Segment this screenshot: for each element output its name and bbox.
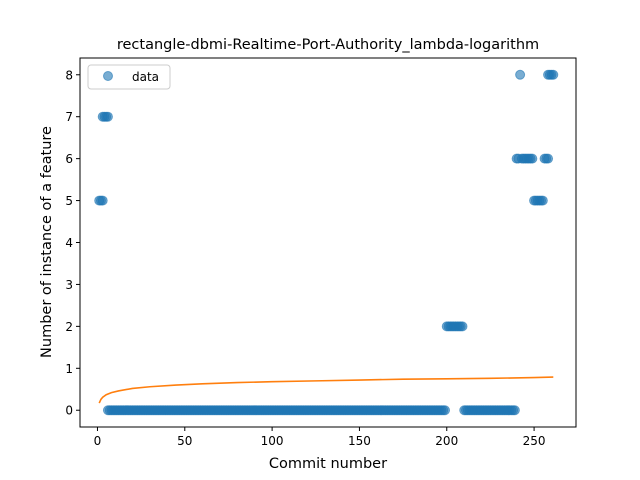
data-point	[527, 153, 538, 164]
x-tick-label: 200	[435, 434, 458, 448]
chart-title: rectangle-dbmi-Realtime-Port-Authority_l…	[117, 37, 539, 53]
y-tick-label: 1	[65, 362, 73, 376]
x-tick-label: 0	[94, 434, 102, 448]
data-point	[509, 405, 520, 416]
x-tick-label: 50	[177, 434, 192, 448]
data-point	[97, 195, 108, 206]
y-tick-label: 0	[65, 404, 73, 418]
y-tick-label: 6	[65, 152, 73, 166]
legend-label-data: data	[132, 70, 159, 84]
data-point	[440, 405, 451, 416]
x-tick-label: 100	[261, 434, 284, 448]
y-tick-label: 8	[65, 68, 73, 82]
data-point	[537, 195, 548, 206]
data-point	[102, 111, 113, 122]
y-tick-label: 7	[65, 110, 73, 124]
legend-frame	[87, 64, 171, 90]
data-point	[457, 321, 468, 332]
legend: data	[87, 64, 171, 90]
data-point	[515, 69, 526, 80]
y-axis-label: Number of instance of a feature	[39, 126, 55, 358]
fit-line	[98, 376, 554, 404]
legend-marker-data	[103, 71, 113, 81]
data-point	[548, 69, 559, 80]
y-tick-label: 5	[65, 194, 73, 208]
data-point	[543, 153, 554, 164]
x-tick-label: 150	[348, 434, 371, 448]
x-axis-label: Commit number	[269, 456, 387, 472]
y-tick-label: 2	[65, 320, 73, 334]
x-tick-label: 250	[523, 434, 546, 448]
y-tick-label: 3	[65, 278, 73, 292]
y-tick-label: 4	[65, 236, 73, 250]
